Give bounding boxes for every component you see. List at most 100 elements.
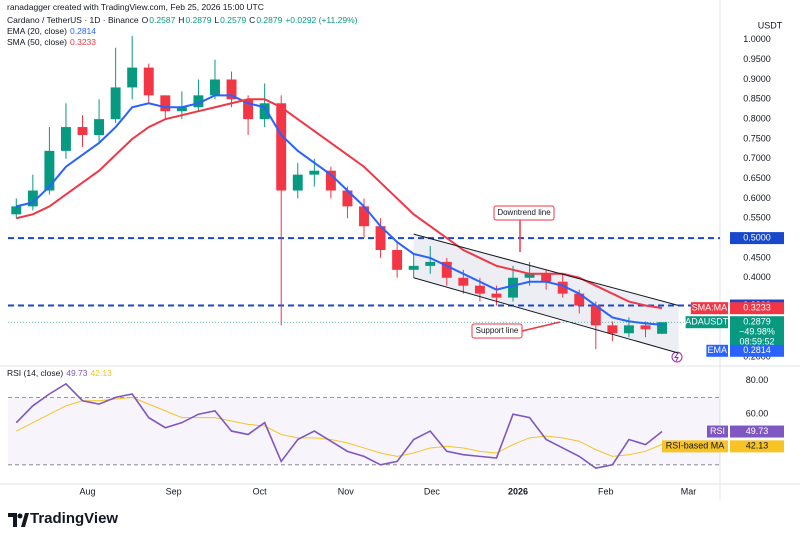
credit: ranadagger created with TradingView.com,… xyxy=(7,2,264,12)
indicator-row: EMA (20, close) 0.2814 xyxy=(7,26,99,37)
annotation-arrow xyxy=(521,321,561,332)
candle-body xyxy=(524,273,535,278)
rsi-name: RSI-based MA xyxy=(666,441,725,451)
symbol: Cardano / TetherUS · 1D · Binance xyxy=(7,15,139,25)
candle-body xyxy=(574,293,585,306)
rsi-name-bg xyxy=(662,440,728,453)
candle-body xyxy=(541,273,552,282)
ohlc-value: 0.2579 xyxy=(220,15,247,25)
y-tick-label: 0.8500 xyxy=(743,94,771,104)
rsi-label-bg xyxy=(730,425,784,438)
y-tick-label: 0.9000 xyxy=(743,74,771,84)
change: +0.0292 (+11.29%) xyxy=(285,15,358,25)
level-label: 0.5000 xyxy=(743,232,771,242)
x-tick-label: Mar xyxy=(681,486,697,496)
candle-body xyxy=(590,305,601,326)
candle-body xyxy=(44,150,55,191)
price-label-bg xyxy=(730,344,784,357)
alert-icon xyxy=(674,352,679,362)
price-label: 0.3233 xyxy=(743,303,771,313)
candle-body xyxy=(27,190,38,207)
y-tick-label: 1.0000 xyxy=(743,34,771,44)
candle-body xyxy=(375,226,386,250)
rsi-label-bg xyxy=(730,440,784,453)
candle-body xyxy=(176,107,187,112)
candle-body xyxy=(226,79,237,100)
ohlc-key: H xyxy=(178,15,185,25)
indicator-row: SMA (50, close) 0.3233 xyxy=(7,37,99,48)
level-label-bg xyxy=(730,232,784,245)
candle-body xyxy=(657,322,668,334)
ohlc-key: O xyxy=(141,15,149,25)
price-label: 0.2879 xyxy=(743,317,771,327)
rsi-tick-label: 60.00 xyxy=(746,409,769,419)
candle-body xyxy=(623,325,634,334)
candle-body xyxy=(77,127,88,135)
indicator-value: 0.3233 xyxy=(70,37,96,47)
y-tick-label: 0.7000 xyxy=(743,153,771,163)
annotation-box xyxy=(493,205,555,221)
candle-body xyxy=(359,206,369,227)
y-tick-label: 0.7500 xyxy=(743,133,771,143)
candle-body xyxy=(60,127,71,151)
rsi-name-bg xyxy=(707,425,728,438)
rsi-legend-value: 42.13 xyxy=(90,368,112,378)
rsi-title: RSI (14, close) xyxy=(7,368,64,378)
ma-line xyxy=(16,94,663,326)
rsi-line xyxy=(15,382,663,470)
x-tick-label: Nov xyxy=(338,486,355,496)
indicator-lines: EMA (20, close) 0.2814 SMA (50, close) 0.32… xyxy=(7,26,99,48)
axis-unit: USDT xyxy=(758,20,783,30)
indicator-label: EMA (20, close) xyxy=(7,26,67,36)
candle-body xyxy=(243,99,254,120)
candle-body xyxy=(309,170,320,175)
x-tick-label: Oct xyxy=(253,486,268,496)
y-tick-label: 0.4000 xyxy=(743,272,771,282)
ohlc-key: L xyxy=(214,15,220,25)
y-tick-label: 0.9500 xyxy=(743,54,771,64)
candle-body xyxy=(193,95,204,108)
candle-body xyxy=(276,103,287,191)
rsi-legend-value: 49.73 xyxy=(66,368,88,378)
rsi-line xyxy=(16,396,663,457)
candle-body xyxy=(143,67,154,96)
price-axis-bg xyxy=(720,0,800,500)
x-tick-label: Dec xyxy=(424,486,441,496)
y-tick-label: 0.8000 xyxy=(743,114,771,124)
price-name: EMA xyxy=(707,345,727,355)
price-name-bg xyxy=(690,302,728,315)
credit-line: ranadagger created with TradingView.com,… xyxy=(7,2,267,13)
x-tick-label: Feb xyxy=(598,486,614,496)
price-label: 0.2814 xyxy=(743,345,771,355)
candle-body xyxy=(110,87,121,120)
ohlc-value: 0.2879 xyxy=(256,15,283,25)
y-tick-label: 0.6000 xyxy=(743,193,771,203)
candle-body xyxy=(342,190,353,207)
candle-body xyxy=(474,285,485,294)
price-label-bg xyxy=(730,316,784,349)
rsi-label: 49.73 xyxy=(746,426,769,436)
candle-body xyxy=(408,265,419,270)
ma-line xyxy=(16,98,663,310)
price-label-extra: −49.98% xyxy=(739,327,775,337)
trend-line xyxy=(413,233,679,307)
candle-body xyxy=(210,79,220,96)
brand-name: TradingView xyxy=(30,510,119,527)
candle-body xyxy=(441,261,452,278)
ohlc-key: C xyxy=(249,15,256,25)
x-tick-label: Aug xyxy=(79,486,95,496)
y-tick-label: 0.5500 xyxy=(743,213,771,223)
candle-body xyxy=(259,103,270,120)
price-label-bg xyxy=(730,302,784,315)
price-label-extra: 08:59:52 xyxy=(739,337,774,347)
price-name: ADAUSDT xyxy=(685,317,729,327)
candle-body xyxy=(392,250,403,270)
rsi-label: 42.13 xyxy=(746,441,769,451)
symbol-line: Cardano / TetherUS · 1D · Binance O0.2587… xyxy=(7,15,360,26)
candle-body xyxy=(607,325,618,334)
candle-body xyxy=(458,277,469,286)
candle-body xyxy=(508,277,518,298)
candle-body xyxy=(425,261,436,266)
candle-body xyxy=(491,293,502,298)
candle-body xyxy=(640,325,651,330)
